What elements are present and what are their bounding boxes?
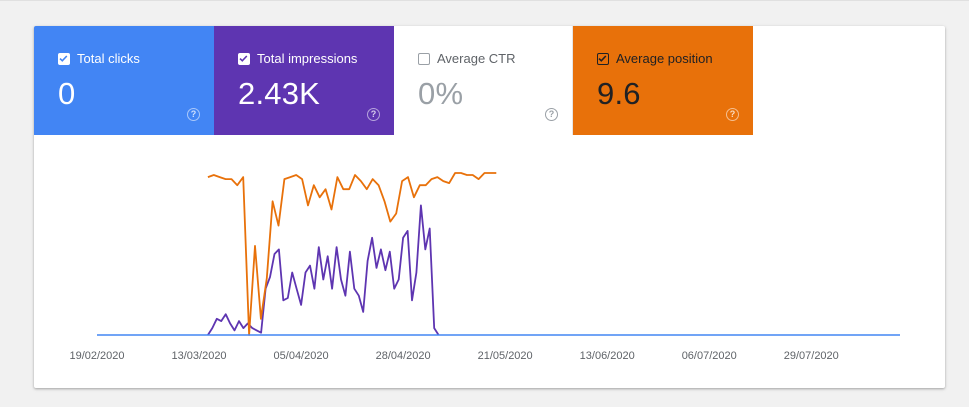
metric-label: Average position — [616, 51, 713, 66]
metric-header: Average position — [597, 51, 713, 66]
x-tick-label: 13/06/2020 — [580, 350, 635, 362]
metric-label: Average CTR — [437, 51, 516, 66]
x-tick-label: 28/04/2020 — [376, 350, 431, 362]
x-tick-label: 19/02/2020 — [69, 350, 124, 362]
metric-average-position[interactable]: Average position 9.6 ? — [573, 26, 753, 135]
x-tick-label: 29/07/2020 — [784, 350, 839, 362]
metric-header: Total clicks — [58, 51, 140, 66]
help-icon[interactable]: ? — [367, 108, 380, 121]
metric-value: 9.6 — [597, 76, 641, 111]
series-line-total-impressions — [207, 204, 440, 336]
metric-label: Total impressions — [257, 51, 358, 66]
metric-value: 2.43K — [238, 76, 321, 111]
performance-chart[interactable]: 19/02/2020 13/03/2020 05/04/2020 28/04/2020… — [34, 135, 945, 388]
top-divider — [0, 0, 969, 1]
x-tick-label: 05/04/2020 — [274, 350, 329, 362]
help-icon[interactable]: ? — [187, 108, 200, 121]
metric-average-ctr[interactable]: Average CTR 0% ? — [394, 26, 573, 135]
checkbox-icon[interactable] — [597, 52, 609, 65]
help-icon[interactable]: ? — [545, 108, 558, 121]
metric-header: Total impressions — [238, 51, 357, 66]
help-icon[interactable]: ? — [726, 108, 739, 121]
performance-card: Total clicks 0 ? Total impressions 2.43K… — [34, 26, 945, 388]
metric-total-clicks[interactable]: Total clicks 0 ? — [34, 26, 214, 135]
checkbox-icon[interactable] — [58, 52, 70, 65]
metric-label: Total clicks — [77, 51, 140, 66]
x-tick-label: 06/07/2020 — [682, 350, 737, 362]
checkbox-icon[interactable] — [418, 52, 430, 65]
metric-total-impressions[interactable]: Total impressions 2.43K ? — [214, 26, 394, 135]
x-tick-label: 13/03/2020 — [172, 350, 227, 362]
metric-value: 0% — [418, 76, 464, 111]
metric-tabs: Total clicks 0 ? Total impressions 2.43K… — [34, 26, 753, 135]
metric-value: 0 — [58, 76, 76, 111]
series-line-average-position — [207, 172, 497, 336]
checkbox-icon[interactable] — [238, 52, 250, 65]
x-tick-label: 21/05/2020 — [478, 350, 533, 362]
metric-header: Average CTR — [418, 51, 516, 66]
